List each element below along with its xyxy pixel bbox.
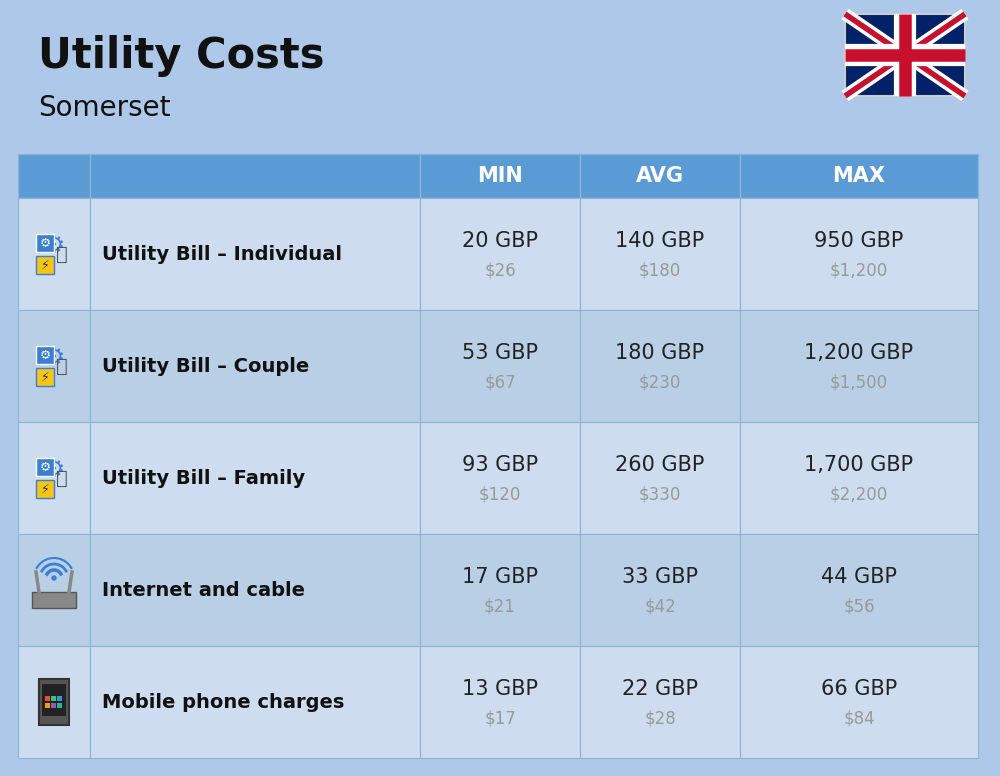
Text: 44 GBP: 44 GBP <box>821 567 897 587</box>
Text: $1,500: $1,500 <box>830 373 888 391</box>
Bar <box>18 198 90 310</box>
Text: 140 GBP: 140 GBP <box>615 231 705 251</box>
Bar <box>36 480 54 498</box>
Text: 1,700 GBP: 1,700 GBP <box>804 455 914 475</box>
Text: 13 GBP: 13 GBP <box>462 679 538 699</box>
Text: 1,200 GBP: 1,200 GBP <box>804 343 914 363</box>
Text: 👤: 👤 <box>56 356 68 376</box>
Bar <box>44 695 50 701</box>
Bar <box>90 646 420 758</box>
Bar <box>56 695 62 701</box>
Text: ⚙: ⚙ <box>39 237 51 250</box>
Bar <box>580 198 740 310</box>
Bar <box>18 310 90 422</box>
Bar <box>420 534 580 646</box>
Text: ⚙: ⚙ <box>43 346 65 370</box>
Text: Mobile phone charges: Mobile phone charges <box>102 692 344 712</box>
Bar <box>18 534 90 646</box>
Text: 22 GBP: 22 GBP <box>622 679 698 699</box>
Text: Utility Costs: Utility Costs <box>38 35 324 77</box>
Text: $26: $26 <box>484 261 516 279</box>
Bar <box>90 154 420 198</box>
Text: $1,200: $1,200 <box>830 261 888 279</box>
Bar <box>420 422 580 534</box>
Text: ⚙: ⚙ <box>39 348 51 362</box>
Text: 53 GBP: 53 GBP <box>462 343 538 363</box>
Bar <box>18 422 90 534</box>
Bar <box>740 310 978 422</box>
Text: AVG: AVG <box>636 166 684 186</box>
Text: MIN: MIN <box>477 166 523 186</box>
Text: Utility Bill – Family: Utility Bill – Family <box>102 469 305 487</box>
Text: $120: $120 <box>479 485 521 503</box>
Bar <box>50 702 56 708</box>
Text: 180 GBP: 180 GBP <box>615 343 705 363</box>
Bar <box>580 154 740 198</box>
Bar <box>44 702 50 708</box>
Text: ⚙: ⚙ <box>43 458 65 482</box>
Bar <box>36 346 54 364</box>
Text: 950 GBP: 950 GBP <box>814 231 904 251</box>
Text: $56: $56 <box>843 597 875 615</box>
Text: $330: $330 <box>639 485 681 503</box>
Text: $2,200: $2,200 <box>830 485 888 503</box>
Text: MAX: MAX <box>832 166 886 186</box>
Text: $42: $42 <box>644 597 676 615</box>
Text: ⚙: ⚙ <box>39 460 51 473</box>
Bar <box>56 702 62 708</box>
Bar <box>420 154 580 198</box>
Bar <box>36 256 54 274</box>
Bar <box>580 534 740 646</box>
Bar <box>50 695 56 701</box>
Bar <box>740 646 978 758</box>
Bar <box>740 422 978 534</box>
Bar <box>36 368 54 386</box>
Text: Internet and cable: Internet and cable <box>102 580 305 600</box>
Text: 93 GBP: 93 GBP <box>462 455 538 475</box>
Text: 260 GBP: 260 GBP <box>615 455 705 475</box>
Bar <box>845 14 965 96</box>
Text: $180: $180 <box>639 261 681 279</box>
Bar <box>90 534 420 646</box>
Bar <box>39 679 69 725</box>
Bar <box>740 154 978 198</box>
Text: $67: $67 <box>484 373 516 391</box>
Bar <box>420 310 580 422</box>
Bar <box>36 458 54 476</box>
Text: $84: $84 <box>843 709 875 727</box>
Text: 20 GBP: 20 GBP <box>462 231 538 251</box>
Text: $230: $230 <box>639 373 681 391</box>
Bar <box>32 592 76 608</box>
Text: 33 GBP: 33 GBP <box>622 567 698 587</box>
Text: $28: $28 <box>644 709 676 727</box>
Text: 👤: 👤 <box>56 469 68 487</box>
Bar <box>420 646 580 758</box>
Text: ⚡: ⚡ <box>41 483 49 496</box>
Bar <box>18 646 90 758</box>
Bar <box>740 534 978 646</box>
Bar <box>420 198 580 310</box>
Bar <box>740 198 978 310</box>
Text: Utility Bill – Couple: Utility Bill – Couple <box>102 356 309 376</box>
Text: 66 GBP: 66 GBP <box>821 679 897 699</box>
Bar <box>90 422 420 534</box>
Circle shape <box>52 576 56 580</box>
Text: Somerset: Somerset <box>38 94 170 122</box>
Text: ⚙: ⚙ <box>43 234 65 258</box>
Text: ⚡: ⚡ <box>41 370 49 383</box>
Text: $17: $17 <box>484 709 516 727</box>
Bar <box>18 154 90 198</box>
Bar <box>580 422 740 534</box>
Text: $21: $21 <box>484 597 516 615</box>
Bar <box>580 646 740 758</box>
Text: ⚡: ⚡ <box>41 258 49 272</box>
Bar <box>90 310 420 422</box>
Text: 👤: 👤 <box>56 244 68 264</box>
Bar <box>90 198 420 310</box>
Bar <box>36 234 54 252</box>
Bar <box>42 684 66 716</box>
Text: Utility Bill – Individual: Utility Bill – Individual <box>102 244 342 264</box>
Text: 17 GBP: 17 GBP <box>462 567 538 587</box>
Bar <box>580 310 740 422</box>
